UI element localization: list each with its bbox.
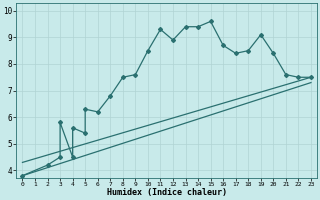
X-axis label: Humidex (Indice chaleur): Humidex (Indice chaleur) xyxy=(107,188,227,197)
